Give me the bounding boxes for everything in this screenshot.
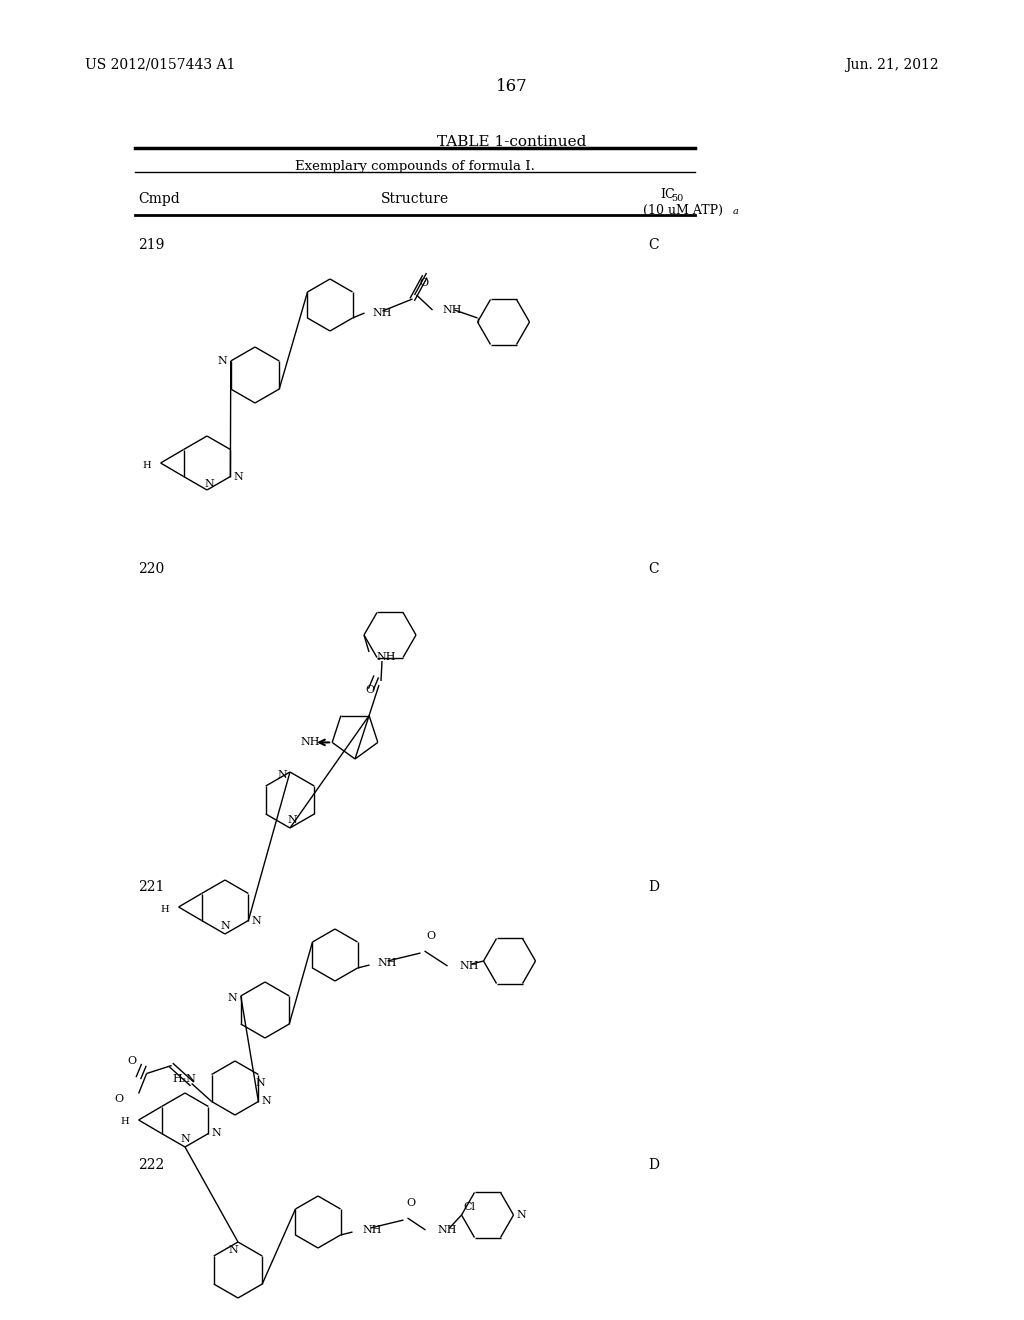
Text: a: a — [733, 207, 739, 216]
Text: NH: NH — [362, 1225, 382, 1236]
Text: O: O — [365, 685, 374, 696]
Text: 220: 220 — [138, 562, 164, 576]
Text: US 2012/0157443 A1: US 2012/0157443 A1 — [85, 58, 236, 73]
Text: Exemplary compounds of formula I.: Exemplary compounds of formula I. — [295, 160, 535, 173]
Text: N: N — [218, 356, 227, 366]
Text: (10 uM ATP): (10 uM ATP) — [643, 205, 723, 216]
Text: C: C — [648, 238, 658, 252]
Text: O: O — [426, 931, 435, 941]
Text: N: N — [228, 993, 238, 1003]
Text: O: O — [406, 1199, 415, 1208]
Text: N: N — [517, 1210, 526, 1220]
Text: 167: 167 — [496, 78, 528, 95]
Text: 222: 222 — [138, 1158, 164, 1172]
Text: NH: NH — [373, 308, 392, 318]
Text: D: D — [648, 880, 659, 894]
Text: N: N — [261, 1097, 271, 1106]
Text: N: N — [252, 916, 261, 925]
Text: N: N — [212, 1129, 221, 1138]
Text: H₂N: H₂N — [173, 1074, 197, 1085]
Text: Cl: Cl — [464, 1203, 475, 1213]
Text: N: N — [278, 770, 287, 780]
Text: NH: NH — [376, 652, 395, 663]
Text: TABLE 1-continued: TABLE 1-continued — [437, 135, 587, 149]
Text: C: C — [648, 562, 658, 576]
Text: O: O — [114, 1093, 123, 1104]
Text: N: N — [204, 479, 214, 488]
Text: H: H — [160, 904, 169, 913]
Text: NH: NH — [460, 961, 479, 972]
Text: IC: IC — [660, 187, 675, 201]
Text: H: H — [120, 1118, 129, 1126]
Text: NH: NH — [378, 958, 397, 968]
Text: 50: 50 — [671, 194, 683, 203]
Text: Structure: Structure — [381, 191, 450, 206]
Text: Jun. 21, 2012: Jun. 21, 2012 — [846, 58, 939, 73]
Text: O: O — [420, 279, 429, 288]
Text: D: D — [648, 1158, 659, 1172]
Text: N: N — [180, 1134, 189, 1144]
Text: H: H — [142, 461, 151, 470]
Text: NH: NH — [301, 738, 321, 747]
Text: O: O — [127, 1056, 136, 1067]
Text: N: N — [220, 921, 229, 931]
Text: NH: NH — [437, 1225, 457, 1236]
Text: 221: 221 — [138, 880, 165, 894]
Text: 219: 219 — [138, 238, 165, 252]
Text: Cmpd: Cmpd — [138, 191, 180, 206]
Text: NH: NH — [442, 305, 462, 315]
Text: N: N — [287, 814, 297, 825]
Text: N: N — [256, 1077, 265, 1088]
Text: N: N — [233, 471, 244, 482]
Text: N: N — [228, 1245, 238, 1255]
